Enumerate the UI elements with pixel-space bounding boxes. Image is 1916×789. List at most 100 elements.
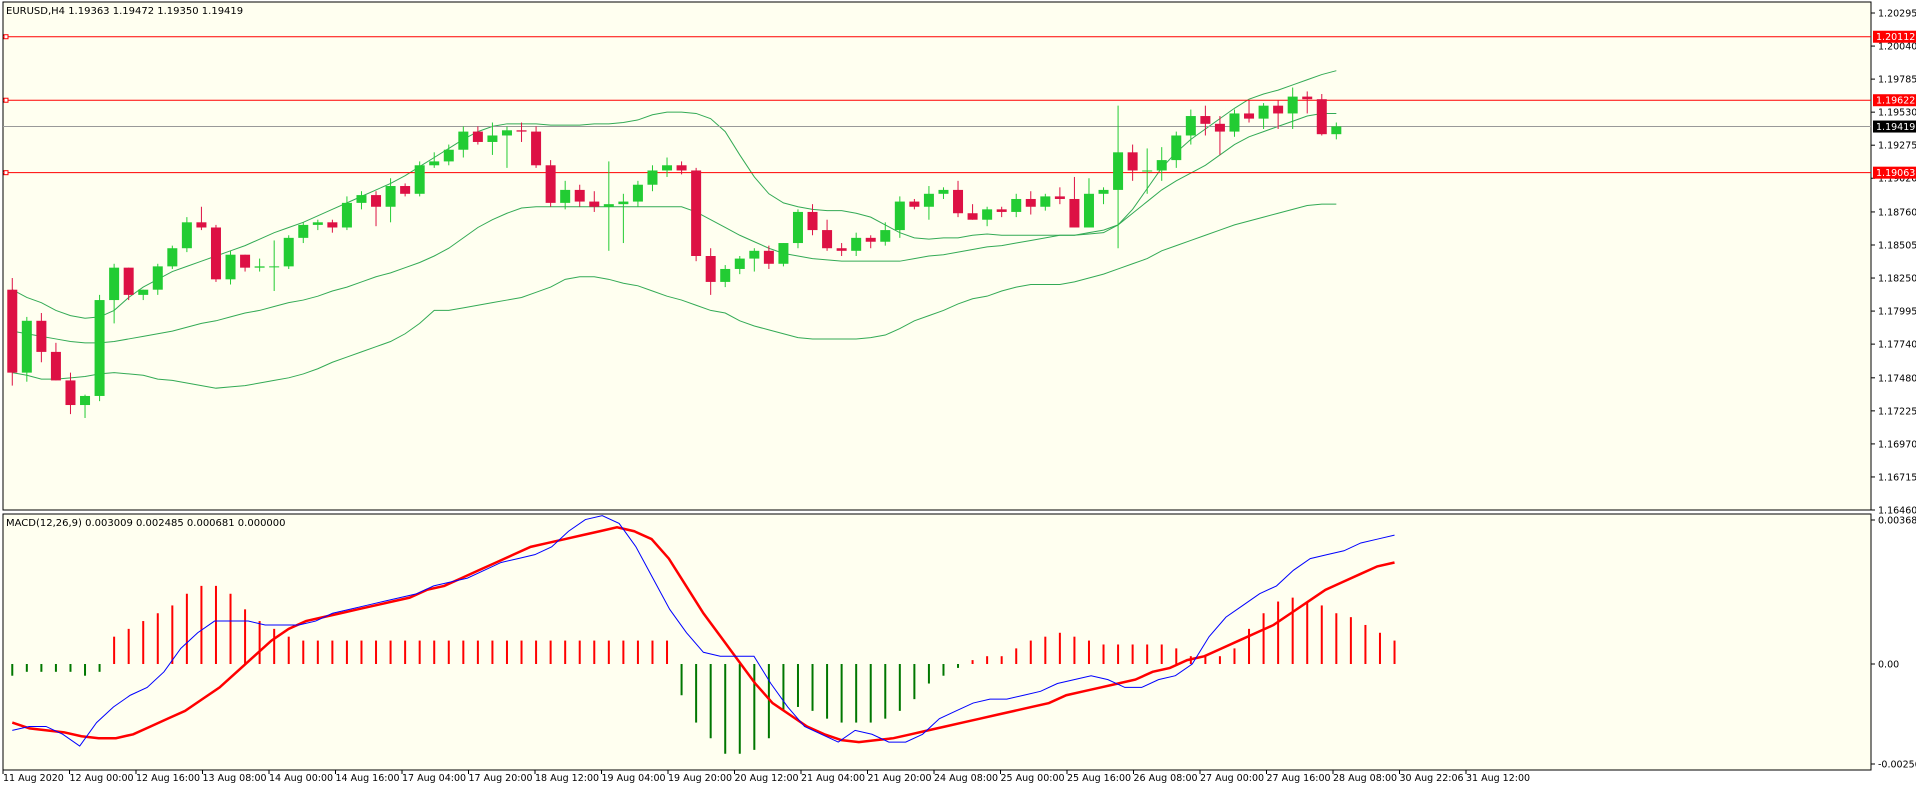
current-price-tag-label: 1.19419 [1876,122,1915,133]
price-tick-label: 1.20040 [1878,42,1916,53]
candle-body [792,211,803,244]
macd-title: MACD(12,26,9) 0.003009 0.002485 0.000681… [6,518,286,529]
price-tick-label: 1.19020 [1878,174,1916,185]
macd-lines [11,515,1395,747]
candle-body [967,213,978,220]
candle-body [123,267,134,295]
macd-tick-label: 0.00 [1878,660,1899,671]
candle-body [356,195,367,203]
price-level-handle [3,170,9,176]
candle-body [807,211,818,231]
candle-body [1156,160,1167,171]
candle-body [676,165,687,171]
candle-body [21,320,32,373]
time-tick-label: 25 Aug 00:00 [1001,773,1065,784]
time-axis: 11 Aug 2020 12 Aug 00:00 12 Aug 16:00 13 Au… [2,770,1530,784]
macd-histogram [11,585,1396,754]
candle-body [1229,113,1240,132]
candle-body [196,222,207,228]
candle-body [1011,198,1022,212]
candle-body [589,201,600,207]
candle-body [1098,189,1109,194]
candle-body [429,161,440,166]
candle-body [851,237,862,251]
candle-body [1069,198,1080,228]
macd-tick-label: 0.003688 [1878,516,1916,527]
candle-body [210,227,221,280]
candle-body [763,250,774,264]
price-level-tag [1873,166,1916,179]
candle-body [298,224,309,238]
candle-body [1302,96,1313,100]
candle-body [167,248,178,267]
macd-signal-line [11,526,1395,744]
candle-body [618,201,629,205]
candle-body [385,186,396,207]
candle-body [749,250,760,259]
price-tick-label: 1.20295 [1878,9,1916,20]
candle-body [1054,196,1065,199]
candle-body [691,170,702,256]
macd-main-line [12,515,1395,747]
candle-body [909,201,920,207]
bollinger-lower-line [12,203,1337,389]
candle-body [254,266,265,268]
candle-body [1200,116,1211,124]
candle-body [65,380,76,406]
current-price-tag [1873,120,1916,133]
candle-body [240,254,251,268]
candle-body [1287,96,1298,114]
price-level-tag [1873,30,1916,43]
candle-body [109,267,120,301]
time-tick-label: 21 Aug 20:00 [868,773,932,784]
price-panel[interactable] [2,1,1872,511]
candle-body [632,184,643,202]
candle-body [531,131,542,166]
candle-body [80,395,91,406]
candle-body [1025,198,1036,207]
candle-body [7,289,18,373]
price-tick-label: 1.17995 [1878,307,1916,318]
candle-body [778,243,789,264]
candle-body [705,256,716,282]
candle-body [1083,193,1094,228]
candle-body [574,189,585,202]
candle-body [371,195,382,207]
candle-body [1214,123,1225,132]
time-tick-label: 14 Aug 00:00 [269,773,333,784]
candle-body [443,149,454,162]
time-tick-label: 18 Aug 12:00 [535,773,599,784]
time-tick-label: 27 Aug 16:00 [1267,773,1331,784]
candle-body [836,248,847,251]
candle-body [181,222,192,249]
price-tick-label: 1.18250 [1878,274,1916,285]
macd-panel[interactable] [2,513,1872,771]
candle-body [1244,113,1255,119]
candle-body [487,135,498,142]
candle-body [327,222,338,228]
candle-body [283,237,294,267]
candle-body [269,266,280,268]
candle-body [720,268,731,282]
time-tick-label: 12 Aug 16:00 [136,773,200,784]
time-tick-label: 24 Aug 08:00 [934,773,998,784]
candle-body [501,130,512,136]
time-tick-label: 19 Aug 20:00 [668,773,732,784]
macd-axis: 0.003688 0.00 -0.002561 [1871,516,1916,771]
time-tick-label: 26 Aug 08:00 [1134,773,1198,784]
candle-body [400,186,411,194]
time-tick-label: 12 Aug 00:00 [70,773,134,784]
price-tick-label: 1.16715 [1878,472,1916,483]
price-level-handle [3,34,9,40]
time-tick-label: 13 Aug 08:00 [203,773,267,784]
time-tick-label: 11 Aug 2020 [3,773,64,784]
time-tick-label: 27 Aug 00:00 [1200,773,1264,784]
price-levels[interactable]: 1.20112 1.19622 1.19063 1.19419 [3,30,1916,179]
time-tick-label: 21 Aug 04:00 [801,773,865,784]
time-tick-label: 31 Aug 12:00 [1466,773,1530,784]
candle-body [36,320,47,352]
candle-body [865,237,876,242]
candle-body [312,222,323,225]
candle-body [603,204,614,207]
